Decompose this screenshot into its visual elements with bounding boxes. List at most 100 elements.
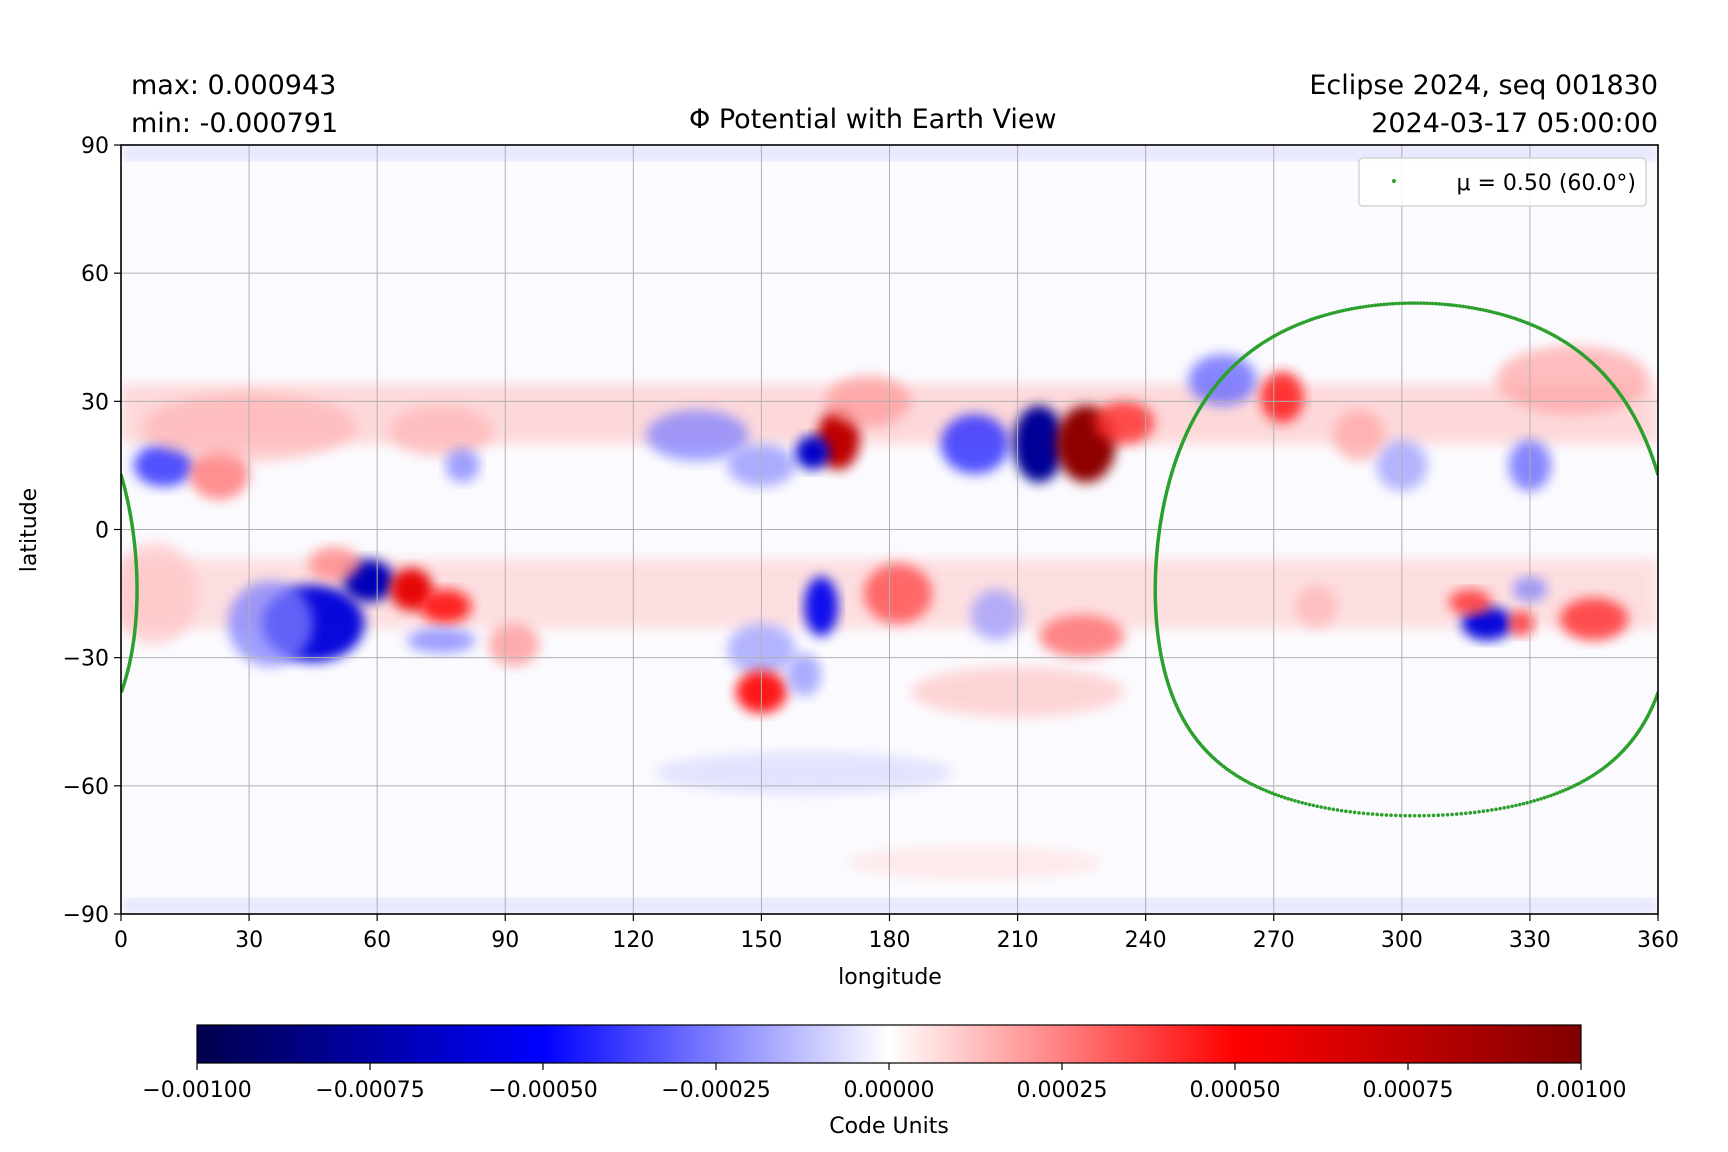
mu-contour-point xyxy=(1335,808,1340,812)
heatmap-feature xyxy=(1038,614,1125,658)
heatmap-feature xyxy=(1295,585,1338,628)
mu-contour-point xyxy=(1564,787,1568,792)
mu-contour-point xyxy=(1323,806,1327,810)
mu-contour-point xyxy=(1319,805,1323,809)
mu-contour-point xyxy=(1366,811,1370,816)
mu-contour-point xyxy=(1434,301,1438,306)
mu-contour-point xyxy=(1472,306,1477,311)
mu-contour-point xyxy=(1481,809,1486,814)
mu-contour-point xyxy=(1422,813,1426,818)
mu-contour-point xyxy=(1304,801,1308,806)
mu-contour-point xyxy=(1307,802,1312,807)
mu-contour-point xyxy=(1415,301,1420,305)
y-axis-label: latitude xyxy=(17,488,42,572)
mu-contour-point xyxy=(1397,301,1402,306)
mu-contour-point xyxy=(1521,801,1526,806)
x-tick-label: 120 xyxy=(612,928,654,953)
mu-contour-point xyxy=(1375,812,1379,817)
mu-contour-point xyxy=(1270,791,1275,796)
x-tick-label: 150 xyxy=(740,928,782,953)
mu-contour-point xyxy=(1361,305,1366,309)
mu-contour-point xyxy=(1506,805,1510,809)
mu-contour-point xyxy=(1273,792,1278,797)
mu-contour-point xyxy=(1349,307,1354,311)
mu-contour-point xyxy=(1489,310,1494,314)
mu-contour-point xyxy=(1422,301,1426,305)
colorbar-tick-label: 0.00000 xyxy=(844,1078,935,1103)
y-tick-label: −90 xyxy=(63,903,109,928)
colorbar-tick-label: −0.00050 xyxy=(488,1078,597,1103)
mu-contour-point xyxy=(1431,301,1435,306)
heatmap-feature xyxy=(940,414,1010,474)
mu-contour-point xyxy=(1409,301,1414,305)
mu-contour-point xyxy=(1355,306,1360,310)
y-tick-label: 90 xyxy=(81,134,109,159)
mu-contour-point xyxy=(1478,307,1483,312)
heatmap-feature xyxy=(1559,597,1629,641)
x-tick-label: 60 xyxy=(363,928,391,953)
legend: μ = 0.50 (60.0°) xyxy=(1358,157,1647,207)
mu-contour-point xyxy=(1403,813,1407,818)
x-tick-label: 0 xyxy=(114,928,128,953)
mu-contour-point xyxy=(1539,796,1543,801)
colorbar-tick-label: 0.00075 xyxy=(1363,1078,1454,1103)
heatmap-feature xyxy=(445,448,480,483)
axis-ticks: 0 30 60 90 120 150 180 210 240 270 300 330 360906030… xyxy=(63,134,1679,953)
mu-contour-point xyxy=(1338,309,1343,313)
mu-contour-point xyxy=(1367,304,1371,308)
mu-contour-point xyxy=(1400,301,1405,306)
mu-contour-point xyxy=(1256,785,1260,789)
mu-contour-point xyxy=(1331,807,1336,812)
mu-contour-point xyxy=(1428,301,1432,306)
mu-contour-point xyxy=(1545,794,1550,799)
mu-contour-point xyxy=(1446,302,1450,307)
x-tick-label: 30 xyxy=(235,928,263,953)
mu-contour-point xyxy=(1549,793,1553,798)
colorbar-tick-label: −0.00025 xyxy=(661,1078,770,1103)
heatmap-feature xyxy=(646,409,749,462)
mu-contour-point xyxy=(1398,813,1403,818)
mu-contour-point xyxy=(1412,301,1417,305)
heatmap-feature xyxy=(1448,589,1492,615)
mu-contour-point xyxy=(1376,303,1380,307)
x-tick-label: 330 xyxy=(1509,928,1551,953)
mu-contour-point xyxy=(1357,811,1361,815)
mu-contour-point xyxy=(1384,813,1389,817)
mu-contour-point xyxy=(1542,795,1547,800)
mu-contour-point xyxy=(1261,787,1266,792)
mu-contour-point xyxy=(1494,807,1498,812)
mu-contour-point xyxy=(1335,310,1340,314)
y-tick-label: 0 xyxy=(95,519,109,544)
mu-contour-point xyxy=(1532,799,1537,803)
y-tick-label: 60 xyxy=(81,262,109,287)
heatmap-feature xyxy=(1461,606,1513,641)
mu-contour-point xyxy=(1344,809,1348,814)
x-tick-label: 360 xyxy=(1637,928,1679,953)
heatmap-feature xyxy=(863,563,933,624)
colorbar-gradient xyxy=(196,1024,1582,1064)
mu-contour-point xyxy=(1472,810,1477,815)
mu-contour-point xyxy=(1441,813,1445,817)
colorbar-tick-label: −0.00100 xyxy=(142,1078,251,1103)
mu-contour-point xyxy=(1264,789,1269,793)
mu-contour-point xyxy=(1525,800,1529,805)
x-axis-label: longitude xyxy=(838,965,942,990)
mu-contour-point xyxy=(1470,306,1474,310)
colorbar-tick-label: 0.00100 xyxy=(1536,1078,1627,1103)
colorbar-tick-label: 0.00050 xyxy=(1190,1078,1281,1103)
mu-contour-point xyxy=(1379,302,1383,307)
heatmap-feature xyxy=(133,444,194,487)
mu-contour-point xyxy=(1341,308,1346,313)
mu-contour-point xyxy=(1552,792,1556,797)
heatmap-feature xyxy=(654,751,954,795)
mu-contour-point xyxy=(1486,309,1491,313)
mu-contour-point xyxy=(1330,311,1335,315)
mu-contour-point xyxy=(1379,812,1384,817)
mu-contour-point xyxy=(1385,302,1389,306)
mu-contour-point xyxy=(1492,310,1497,315)
mu-contour-point xyxy=(1459,811,1464,816)
mu-contour-point xyxy=(1440,302,1444,306)
mu-contour-point xyxy=(1555,791,1559,796)
mu-contour-point xyxy=(1445,812,1450,817)
mu-contour-point xyxy=(1558,790,1562,794)
